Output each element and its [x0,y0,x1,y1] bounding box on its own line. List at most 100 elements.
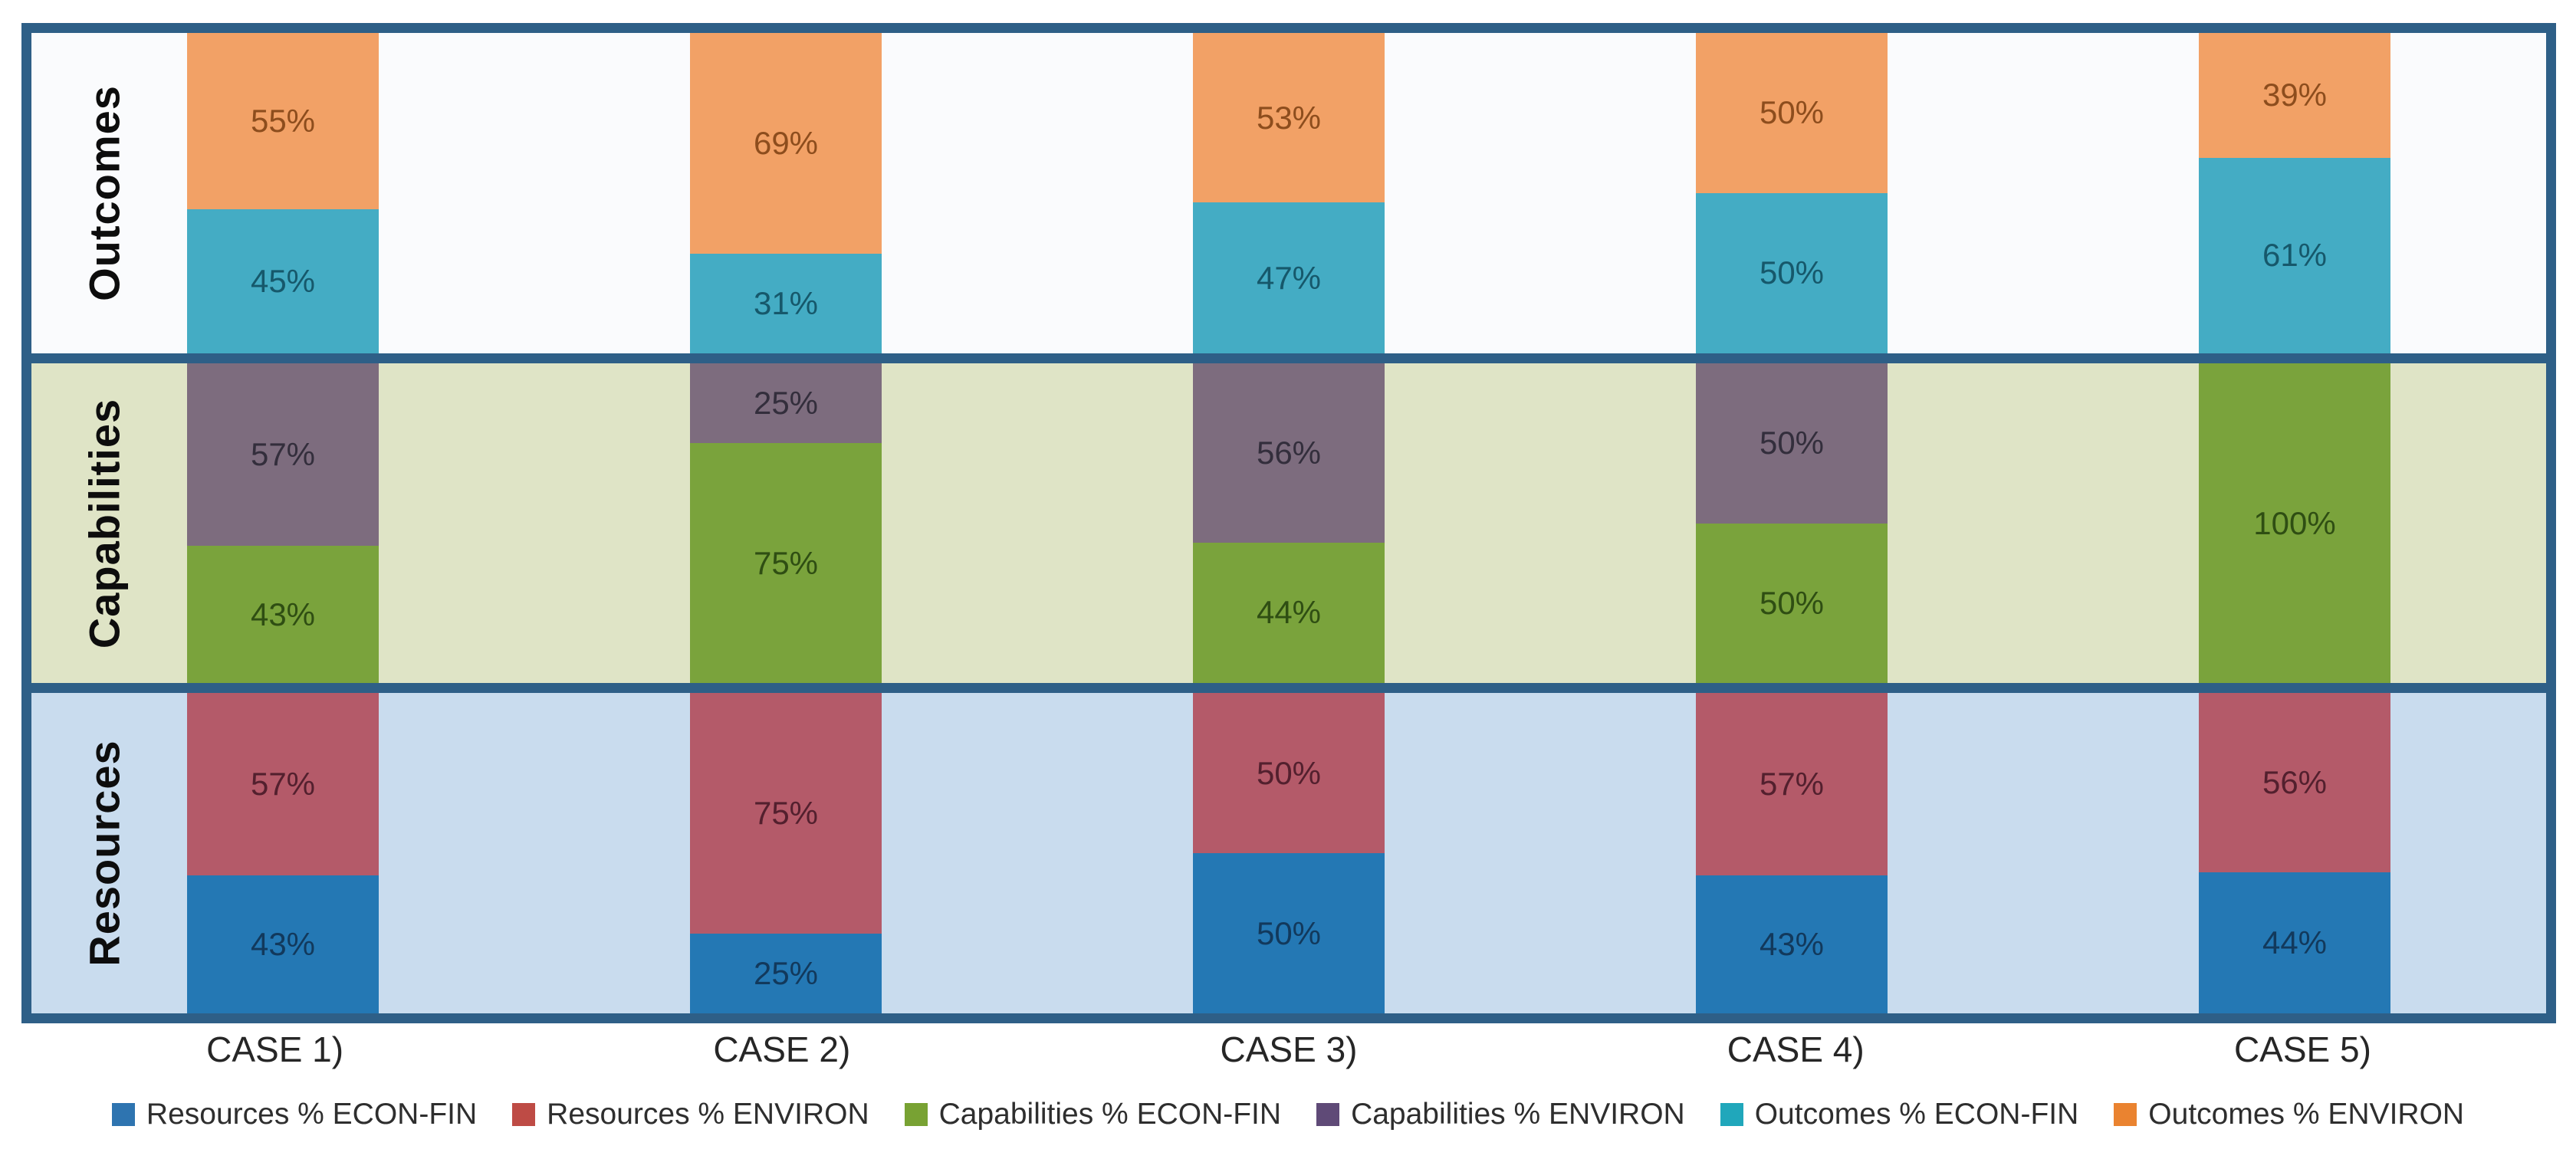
percent-label: 45% [250,262,316,299]
bar-slot: 56% 44% [1037,363,1540,684]
percent-label: 50% [1759,254,1825,291]
bar-segment-resources-environ: 50% [1193,693,1385,854]
bar-segment-capabilities-environ: 50% [1696,363,1888,524]
bar-segment-resources-econ-fin: 44% [2199,872,2390,1013]
bar-column-outcomes-case-3: 53% 47% [1193,33,1385,353]
bar-column-capabilities-case-2: 25% 75% [690,363,882,684]
bar-slot: 57% 43% [31,363,534,684]
bar-segment-capabilities-econ-fin: 100% [2199,363,2390,684]
bar-segment-capabilities-econ-fin: 75% [690,443,882,684]
bar-segment-outcomes-environ: 55% [187,33,379,209]
bar-column-resources-case-2: 75% 25% [690,693,882,1013]
legend-swatch-icon [1316,1103,1340,1126]
percent-label: 50% [1256,914,1322,951]
percent-label: 39% [2262,77,2328,113]
percent-label: 43% [250,926,316,963]
case-label: CASE 1) [206,1029,344,1069]
band-outcomes: Outcomes 55% 45% 69% 31% 53% 47% 50% 50% 39% 61% [31,33,2546,353]
band-resources: Resources 57% 43% 75% 25% 50% 50% 57% 43% 56% 44% [31,693,2546,1014]
bar-slot: 50% 50% [1540,33,2043,353]
percent-label: 47% [1256,259,1322,296]
bar-slot: 55% 45% [31,33,534,353]
chart-plot-area: Outcomes 55% 45% 69% 31% 53% 47% 50% 50% 39% 61% Ca… [21,23,2556,1023]
bar-slot: 39% 61% [2043,33,2546,353]
percent-label: 43% [1759,926,1825,963]
bar-column-resources-case-4: 57% 43% [1696,693,1888,1013]
case-label: CASE 3) [1220,1029,1358,1069]
percent-label: 56% [1256,434,1322,471]
bar-segment-resources-econ-fin: 43% [187,875,379,1013]
percent-label: 69% [753,125,819,162]
bar-segment-resources-econ-fin: 50% [1193,853,1385,1013]
percent-label: 50% [1256,754,1322,791]
percent-label: 75% [753,544,819,581]
bar-segment-resources-environ: 56% [2199,693,2390,873]
legend-item: Capabilities % ECON-FIN [904,1098,1282,1131]
bar-segment-outcomes-econ-fin: 31% [690,254,882,353]
legend-label: Outcomes % ENVIRON [2148,1098,2465,1131]
legend-label: Capabilities % ECON-FIN [938,1098,1282,1131]
percent-label: 44% [1256,594,1322,631]
band-divider [31,683,2546,694]
legend-swatch-icon [111,1103,135,1126]
bar-slot: 57% 43% [31,693,534,1013]
bar-column-capabilities-case-4: 50% 50% [1696,363,1888,684]
bar-slot: 25% 75% [534,363,1037,684]
bar-slot: 75% 25% [534,693,1037,1013]
legend-item: Resources % ECON-FIN [111,1098,478,1131]
case-label: CASE 2) [713,1029,851,1069]
percent-label: 56% [2262,764,2328,801]
percent-label: 100% [2253,504,2336,541]
bar-slot: 57% 43% [1540,693,2043,1013]
bar-segment-outcomes-econ-fin: 61% [2199,157,2390,353]
percent-label: 57% [250,435,316,472]
percent-label: 50% [1759,425,1825,461]
percent-label: 61% [2262,237,2328,274]
bar-column-capabilities-case-1: 57% 43% [187,363,379,684]
bar-slot: 53% 47% [1037,33,1540,353]
band-divider [31,353,2546,363]
bar-segment-capabilities-econ-fin: 44% [1193,542,1385,684]
bar-column-outcomes-case-1: 55% 45% [187,33,379,353]
bar-segment-outcomes-environ: 50% [1696,33,1888,193]
legend-label: Resources % ENVIRON [547,1098,869,1131]
bar-segment-outcomes-econ-fin: 47% [1193,202,1385,353]
percent-label: 25% [753,954,819,991]
chart-legend: Resources % ECON-FIN Resources % ENVIRON C… [0,1098,2576,1131]
bar-segment-resources-environ: 57% [187,693,379,876]
band-label-outcomes: Outcomes [80,84,129,301]
bar-slot: 50% 50% [1540,363,2043,684]
bar-segment-capabilities-environ: 56% [1193,363,1385,543]
bar-segment-resources-environ: 57% [1696,693,1888,876]
legend-label: Resources % ECON-FIN [146,1098,478,1131]
bar-segment-capabilities-econ-fin: 50% [1696,523,1888,684]
legend-label: Capabilities % ENVIRON [1351,1098,1685,1131]
band-capabilities: Capabilities 57% 43% 25% 75% 56% 44% 50% 50% 100% [31,363,2546,684]
percent-label: 25% [753,384,819,421]
bar-segment-outcomes-environ: 39% [2199,33,2390,158]
legend-item: Capabilities % ENVIRON [1316,1098,1685,1131]
band-label-resources: Resources [80,740,129,967]
bar-column-capabilities-case-5: 100% [2199,363,2390,684]
percent-label: 44% [2262,924,2328,961]
bar-column-capabilities-case-3: 56% 44% [1193,363,1385,684]
bar-column-resources-case-3: 50% 50% [1193,693,1385,1013]
bar-segment-outcomes-econ-fin: 50% [1696,192,1888,353]
legend-swatch-icon [512,1103,536,1126]
bar-slot: 69% 31% [534,33,1037,353]
percent-label: 31% [753,284,819,321]
bar-column-resources-case-5: 56% 44% [2199,693,2390,1013]
legend-item: Outcomes % ENVIRON [2114,1098,2464,1131]
percent-label: 43% [250,596,316,632]
bar-segment-capabilities-environ: 57% [187,363,379,546]
percent-label: 55% [250,102,316,139]
percent-label: 57% [250,766,316,803]
band-label-capabilities: Capabilities [80,398,129,648]
bar-slot: 100% [2043,363,2546,684]
bar-segment-outcomes-environ: 69% [690,33,882,254]
bar-segment-outcomes-environ: 53% [1193,33,1385,203]
bar-segment-capabilities-environ: 25% [690,363,882,444]
x-axis-category-labels: CASE 1) CASE 2) CASE 3) CASE 4) CASE 5) [21,1029,2556,1070]
case-label: CASE 5) [2233,1029,2371,1069]
